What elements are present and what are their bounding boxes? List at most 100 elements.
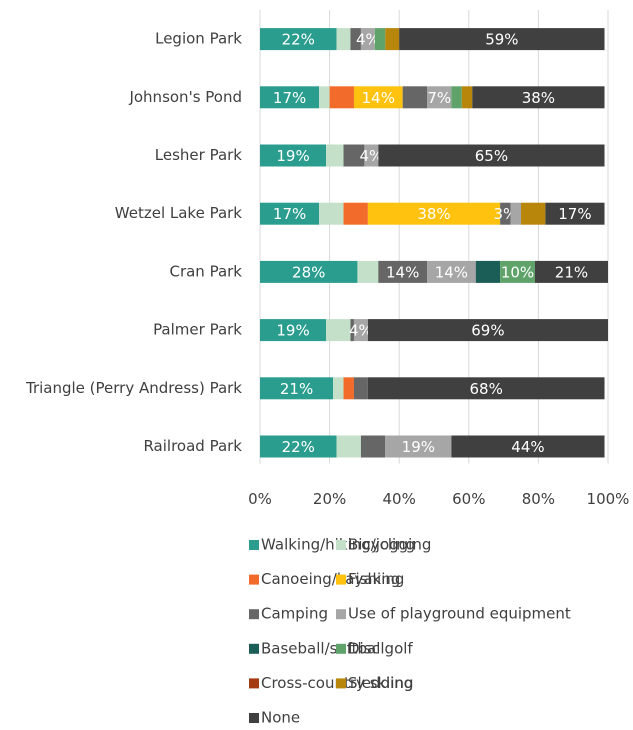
bar-segment (451, 435, 605, 458)
legend-label: Sledding (348, 674, 413, 692)
bar-segment (385, 28, 400, 51)
bar-segment (260, 260, 358, 283)
legend-label: None (261, 709, 300, 727)
bar-segment (378, 260, 428, 283)
bar-segment (353, 377, 368, 400)
data-label: 22% (282, 438, 315, 456)
bar-segment (399, 28, 605, 51)
data-label: 22% (282, 31, 315, 49)
bar-segment (343, 144, 365, 167)
bar-segment (260, 202, 320, 225)
data-label: 14% (435, 263, 468, 281)
legend-swatch (249, 713, 259, 723)
bar-segment (260, 319, 327, 342)
legend-label: Disc golf (348, 639, 413, 657)
legend-swatch (249, 574, 259, 585)
bar-segment (374, 28, 386, 51)
category-label: Lesher Park (155, 146, 243, 164)
data-label: 44% (511, 438, 544, 456)
bar-segment (402, 86, 428, 109)
bar-segment (260, 435, 337, 458)
bar-segment (336, 435, 361, 458)
legend-swatch (336, 609, 346, 620)
category-label: Palmer Park (153, 321, 242, 339)
category-label: Railroad Park (143, 437, 242, 455)
bar-segment (360, 28, 375, 51)
category-label: Triangle (Perry Andress) Park (25, 379, 242, 397)
bar-segment (326, 319, 351, 342)
data-label: 21% (555, 263, 588, 281)
category-label: Wetzel Lake Park (115, 204, 243, 222)
bar-segment (260, 144, 327, 167)
x-tick-label: 20% (313, 490, 346, 508)
bar-segment (353, 86, 403, 109)
bar-segment (343, 202, 368, 225)
legend-swatch (249, 643, 259, 654)
data-label: 4% (356, 31, 380, 49)
legend-label: Use of playground equipment (348, 605, 571, 623)
bar-segment (357, 260, 379, 283)
data-label: 14% (386, 263, 419, 281)
bar-segment (367, 202, 501, 225)
x-tick-label: 60% (452, 490, 485, 508)
bar-segment (333, 377, 344, 400)
bar-segment (427, 260, 476, 283)
data-label: 21% (280, 380, 313, 398)
legend-swatch (249, 678, 259, 689)
bar-segment (545, 202, 605, 225)
data-label: 4% (349, 322, 373, 340)
bar-segment (367, 319, 608, 342)
x-tick-label: 0% (248, 490, 272, 508)
legend-swatch (336, 574, 346, 585)
bar-segment (472, 86, 605, 109)
data-label: 65% (475, 147, 508, 165)
data-label: 17% (273, 89, 306, 107)
data-label: 38% (522, 89, 555, 107)
bar-segment (350, 319, 354, 342)
bar-segment (260, 86, 320, 109)
legend-swatch (336, 678, 346, 689)
data-label: 28% (292, 263, 325, 281)
category-label: Cran Park (169, 262, 242, 280)
bar-segment (353, 319, 368, 342)
data-label: 17% (558, 205, 591, 223)
bar-segment (534, 260, 608, 283)
bar-segment (360, 435, 386, 458)
bar-segment (385, 435, 452, 458)
legend-label: Fishing (348, 570, 400, 588)
legend-label: Baseball/softball (261, 639, 385, 657)
bar-segment (500, 260, 535, 283)
legend-swatch (336, 540, 346, 550)
x-tick-label: 40% (383, 490, 416, 508)
data-label: 17% (273, 205, 306, 223)
bar-segment (260, 28, 337, 51)
data-label: 14% (362, 89, 395, 107)
category-label: Legion Park (155, 30, 242, 48)
bar-segment (461, 86, 473, 109)
bar-segment (350, 28, 361, 51)
legend-label: Bicycling (348, 536, 415, 554)
bar-segment (510, 202, 521, 225)
data-label: 7% (427, 89, 451, 107)
bar-segment (336, 28, 351, 51)
bar-segment (329, 86, 354, 109)
bar-segment (378, 144, 605, 167)
legend-label: Camping (261, 605, 328, 623)
bar-segment (260, 377, 334, 400)
bar-segment (427, 86, 452, 109)
data-label: 19% (276, 322, 309, 340)
x-tick-label: 100% (587, 490, 630, 508)
bar-segment (364, 144, 379, 167)
bar-segment (500, 202, 511, 225)
legend-label: Canoeing/kayaking (261, 570, 404, 588)
data-label: 69% (471, 322, 504, 340)
legend-swatch (249, 609, 259, 620)
x-tick-label: 80% (522, 490, 555, 508)
bar-segment (319, 86, 330, 109)
data-label: 59% (485, 31, 518, 49)
data-label: 19% (402, 438, 435, 456)
data-label: 68% (470, 380, 503, 398)
data-label: 10% (501, 263, 534, 281)
data-label: 4% (359, 147, 383, 165)
